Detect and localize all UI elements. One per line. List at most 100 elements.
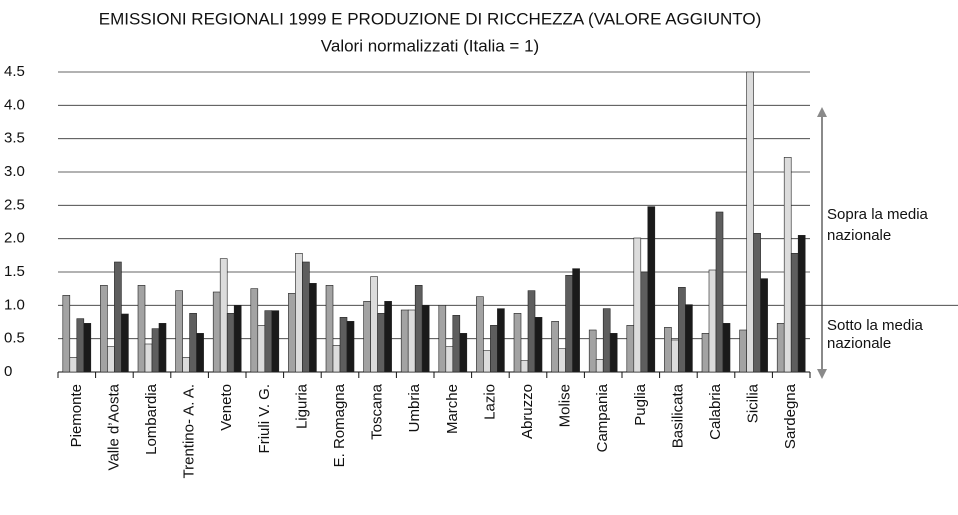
x-tick-label: Veneto (218, 384, 235, 431)
bar (438, 305, 447, 373)
bar (325, 285, 334, 373)
bar (219, 258, 228, 373)
x-tick-label: Toscana (369, 383, 386, 440)
bar (534, 317, 543, 373)
annotation: Sotto la media (827, 317, 924, 334)
bar (62, 295, 71, 373)
bar (558, 348, 566, 373)
bar (407, 309, 416, 373)
bar (760, 278, 768, 373)
bar (69, 357, 78, 373)
x-tick-label: Abruzzo (519, 384, 536, 439)
x-tick-label: Umbria (406, 383, 423, 432)
x-tick-label: Molise (557, 384, 574, 427)
bar (490, 325, 498, 373)
x-tick-label: Puglia (632, 383, 649, 425)
y-tick-label: 3.0 (4, 163, 25, 180)
x-tick-label: Lazio (481, 384, 498, 420)
bar (572, 268, 580, 373)
bar (476, 296, 484, 373)
x-tick-label: Trentino- A. A. (181, 384, 198, 479)
y-tick-label: 4.5 (4, 63, 25, 80)
bar (671, 339, 679, 373)
bar (421, 305, 430, 373)
x-tick-label: Sardegna (782, 383, 799, 449)
bar (708, 269, 717, 373)
bar (137, 285, 146, 373)
bar (144, 343, 153, 373)
annotation: Sopra la media (827, 206, 929, 223)
x-tick-label: Lombardia (143, 383, 160, 455)
annotation: nazionale (827, 335, 891, 352)
bar (384, 301, 392, 373)
y-tick-label: 2.5 (4, 196, 25, 213)
bar (400, 309, 409, 373)
x-tick-label: Piemonte (68, 384, 85, 447)
bar (377, 313, 385, 373)
bar (739, 329, 747, 373)
bar (551, 321, 559, 373)
bar (783, 157, 792, 373)
bar (182, 357, 190, 373)
bar (797, 235, 806, 373)
x-tick-label: Calabria (707, 383, 724, 440)
bar (151, 328, 160, 373)
bar (346, 321, 355, 373)
bar (264, 310, 273, 373)
bar (746, 71, 754, 373)
bar (271, 310, 280, 373)
bar (363, 301, 371, 373)
bar (513, 313, 522, 373)
bar (647, 206, 656, 373)
bar (701, 333, 710, 373)
y-tick-label: 4.0 (4, 96, 25, 113)
bar (233, 305, 242, 373)
x-tick-label: Liguria (293, 383, 310, 429)
bar (565, 275, 573, 373)
bar (288, 293, 296, 373)
annotation: nazionale (827, 227, 891, 244)
bar (370, 276, 378, 373)
x-tick-label: Marche (444, 384, 461, 434)
bar (414, 285, 423, 373)
bar (452, 315, 461, 373)
x-tick-label: Campania (594, 383, 611, 452)
bar (753, 233, 761, 373)
bar (175, 290, 183, 373)
bar (309, 283, 317, 373)
bar (790, 253, 799, 373)
bar (121, 313, 129, 373)
y-tick-label: 3.5 (4, 130, 25, 147)
y-tick-label: 1.5 (4, 263, 25, 280)
bar (776, 323, 785, 373)
bar (483, 350, 491, 373)
x-tick-label: Sicilia (745, 383, 762, 423)
bar (226, 313, 235, 373)
bar (459, 333, 468, 373)
y-tick-label: 1.0 (4, 296, 25, 313)
bar (527, 290, 536, 373)
bar (497, 308, 505, 373)
x-tick-label: Valle d’Aosta (105, 383, 122, 470)
chart-subtitle: Valori normalizzati (Italia = 1) (321, 36, 539, 55)
bar (189, 313, 197, 373)
bar (520, 360, 529, 373)
bar (83, 323, 92, 373)
y-tick-label: 2.0 (4, 230, 25, 247)
bar (332, 345, 341, 373)
bar (678, 287, 686, 373)
bar (107, 346, 115, 373)
bar (588, 329, 597, 373)
bar (664, 327, 672, 373)
bar (158, 323, 167, 373)
bar (302, 261, 310, 373)
bar (602, 308, 611, 373)
bar (100, 285, 108, 373)
bar (633, 237, 642, 373)
bar (76, 318, 85, 373)
bar (114, 261, 122, 373)
x-tick-label: Friuli V. G. (256, 384, 273, 453)
bar (212, 291, 221, 373)
x-tick-label: Basilicata (669, 383, 686, 448)
